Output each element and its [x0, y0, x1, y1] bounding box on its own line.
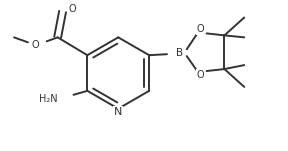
- Text: H₂N: H₂N: [39, 94, 58, 104]
- Text: O: O: [31, 40, 39, 50]
- Text: B: B: [176, 48, 183, 58]
- Text: O: O: [69, 4, 76, 14]
- Text: O: O: [197, 70, 204, 80]
- Text: N: N: [114, 107, 122, 117]
- Text: O: O: [197, 24, 204, 34]
